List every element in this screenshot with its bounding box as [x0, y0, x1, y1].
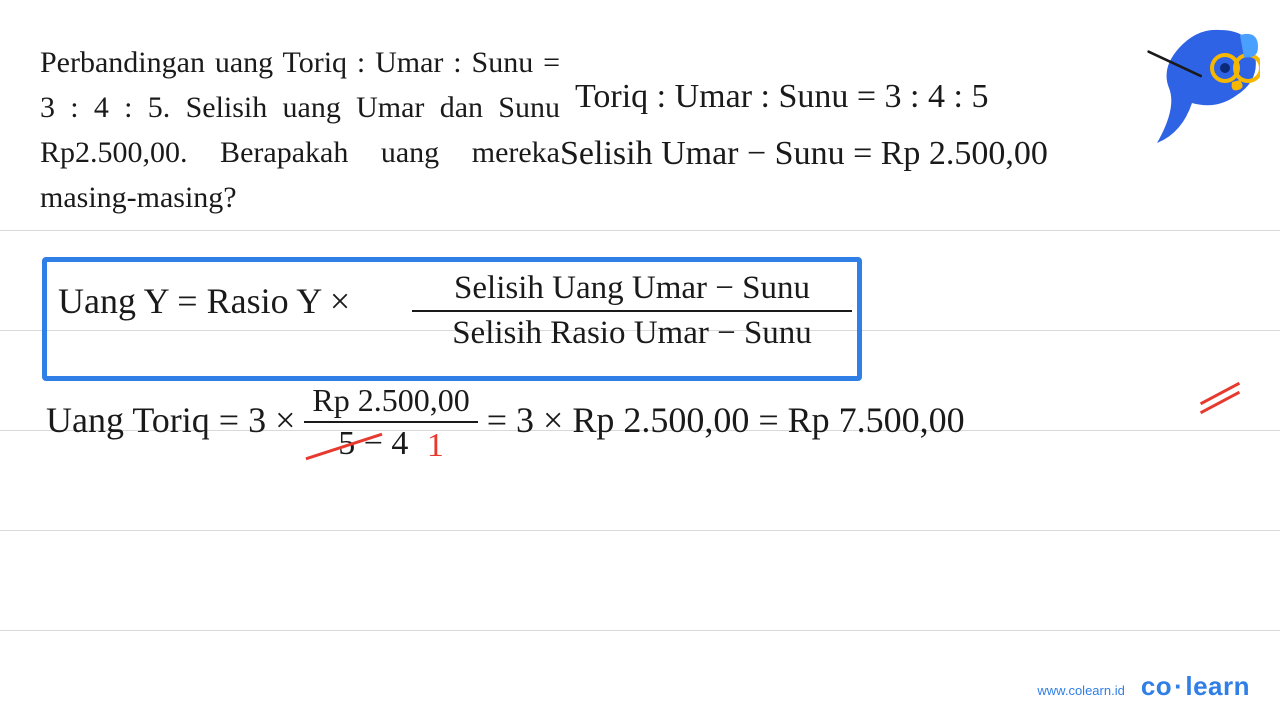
double-underline-icon: [1198, 392, 1242, 410]
brand-right: learn: [1185, 671, 1250, 701]
formula-left: Uang Y = Rasio Y ×: [58, 280, 350, 322]
calc-frac-bottom: 5 − 4 1: [304, 423, 477, 465]
formula-fraction: Selisih Uang Umar − Sunu Selisih Rasio U…: [412, 270, 852, 352]
given-difference-note: Selisih Umar − Sunu = Rp 2.500,00: [560, 135, 1048, 173]
calc-prefix: Uang Toriq = 3 ×: [46, 400, 295, 440]
footer: www.colearn.id co·learn: [1037, 671, 1250, 702]
mascot-bird-icon: [1090, 20, 1260, 160]
footer-site: www.colearn.id: [1037, 683, 1124, 698]
calc-frac-top: Rp 2.500,00: [304, 382, 477, 423]
calc-fraction: Rp 2.500,00 5 − 4 1: [304, 382, 477, 465]
fraction-bar: [412, 310, 852, 312]
red-one: 1: [427, 427, 444, 465]
formula-numerator: Selisih Uang Umar − Sunu: [412, 270, 852, 307]
given-ratio-note: Toriq : Umar : Sunu = 3 : 4 : 5: [575, 78, 988, 116]
calc-line: Uang Toriq = 3 × Rp 2.500,00 5 − 4 1 = 3…: [46, 382, 965, 465]
brand-left: co: [1141, 671, 1172, 701]
brand-dot-icon: ·: [1174, 671, 1183, 701]
calc-result: = 3 × Rp 2.500,00 = Rp 7.500,00: [487, 400, 965, 440]
footer-brand: co·learn: [1141, 671, 1250, 702]
question-text: Perbandingan uang Toriq : Umar : Sunu = …: [40, 40, 560, 220]
formula-denominator: Selisih Rasio Umar − Sunu: [412, 315, 852, 352]
